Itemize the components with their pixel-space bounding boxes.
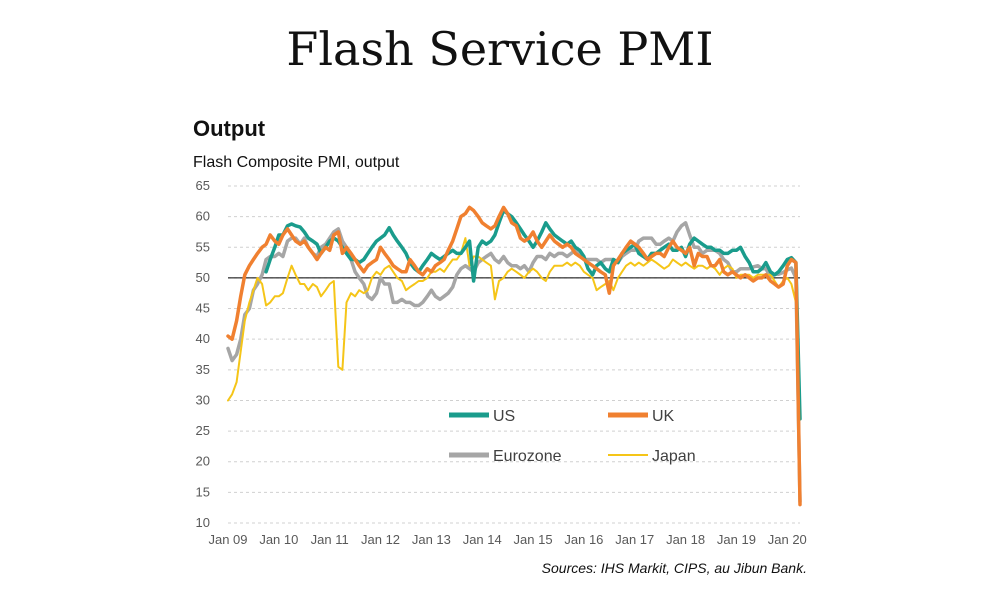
y-tick-label: 20 xyxy=(196,454,210,469)
x-tick-label: Jan 10 xyxy=(259,532,298,547)
y-tick-label: 10 xyxy=(196,515,210,530)
gridlines xyxy=(228,185,800,524)
x-tick-label: Jan 09 xyxy=(208,532,247,547)
series-line-japan xyxy=(227,237,801,420)
legend-label-uk: UK xyxy=(652,408,675,425)
legend: US UK Eurozone Japan xyxy=(449,408,696,465)
x-tick-label: Jan 11 xyxy=(311,532,349,547)
legend-label-us: US xyxy=(493,408,515,425)
y-tick-label: 35 xyxy=(196,362,210,377)
y-tick-label: 40 xyxy=(196,331,210,346)
x-tick-label: Jan 12 xyxy=(361,532,400,547)
series-line-uk xyxy=(226,205,802,507)
chart-heading: Output xyxy=(193,116,266,141)
y-tick-label: 25 xyxy=(196,423,210,438)
series-lines xyxy=(226,205,802,507)
x-tick-label: Jan 14 xyxy=(463,532,502,547)
y-tick-label: 15 xyxy=(196,484,210,499)
y-tick-label: 60 xyxy=(196,209,210,224)
x-tick-label: Jan 18 xyxy=(666,532,705,547)
y-tick-label: 45 xyxy=(196,301,210,316)
axis-ticks: 10 15 20 25 30 35 40 45 50 55 60 65 Jan 09 Jan 10 Jan … xyxy=(196,178,807,547)
y-tick-label: 30 xyxy=(196,392,210,407)
legend-label-eurozone: Eurozone xyxy=(493,448,562,465)
legend-label-japan: Japan xyxy=(652,448,696,465)
chart-source: Sources: IHS Markit, CIPS, au Jibun Bank… xyxy=(541,560,807,576)
x-tick-label: Jan 15 xyxy=(514,532,553,547)
x-tick-label: Jan 20 xyxy=(768,532,807,547)
y-tick-label: 55 xyxy=(196,239,210,254)
page-title: Flash Service PMI xyxy=(286,22,714,76)
x-tick-label: Jan 13 xyxy=(412,532,451,547)
series-line-eurozone xyxy=(226,221,802,504)
x-tick-label: Jan 16 xyxy=(564,532,603,547)
y-tick-label: 50 xyxy=(196,270,210,285)
x-tick-label: Jan 17 xyxy=(615,532,654,547)
y-tick-label: 65 xyxy=(196,178,210,193)
chart-subtitle: Flash Composite PMI, output xyxy=(193,154,400,171)
x-tick-label: Jan 19 xyxy=(717,532,756,547)
